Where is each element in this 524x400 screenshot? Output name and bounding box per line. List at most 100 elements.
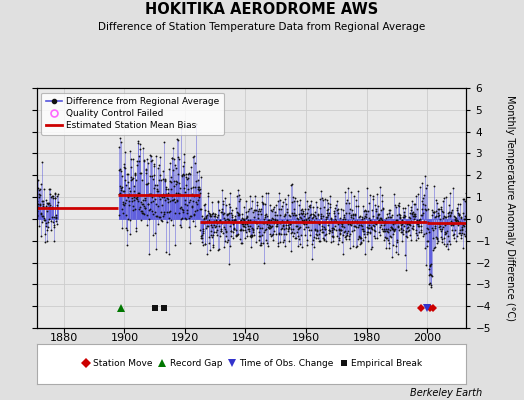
Point bbox=[303, 224, 312, 230]
Point bbox=[424, 205, 432, 212]
Point bbox=[386, 227, 395, 233]
Point bbox=[368, 219, 376, 225]
Point bbox=[285, 237, 293, 244]
Point bbox=[191, 192, 200, 198]
Point bbox=[283, 192, 292, 198]
Point bbox=[289, 194, 297, 200]
Point bbox=[173, 190, 182, 196]
Point bbox=[279, 198, 287, 205]
Point bbox=[266, 202, 275, 208]
Point bbox=[136, 146, 144, 152]
Point bbox=[117, 168, 125, 174]
Point bbox=[349, 212, 357, 218]
Point bbox=[326, 214, 335, 221]
Point bbox=[414, 221, 422, 228]
Point bbox=[281, 243, 289, 250]
Point bbox=[427, 272, 435, 278]
Point bbox=[324, 200, 332, 206]
Point bbox=[294, 226, 303, 232]
Point bbox=[357, 235, 366, 241]
Point bbox=[134, 206, 143, 212]
Point bbox=[454, 210, 463, 216]
Point bbox=[269, 230, 278, 237]
Point bbox=[309, 243, 318, 250]
Point bbox=[460, 195, 468, 202]
Point bbox=[421, 185, 430, 191]
Point bbox=[305, 202, 314, 209]
Point bbox=[298, 210, 307, 217]
Point bbox=[418, 198, 427, 204]
Point bbox=[134, 139, 142, 146]
Point bbox=[126, 148, 135, 154]
Point bbox=[303, 198, 311, 204]
Point bbox=[321, 226, 329, 232]
Point bbox=[270, 219, 279, 226]
Point bbox=[160, 197, 169, 203]
Point bbox=[457, 214, 465, 221]
Point bbox=[140, 194, 149, 201]
Point bbox=[305, 214, 313, 220]
Point bbox=[219, 198, 227, 204]
Point bbox=[271, 216, 279, 223]
Point bbox=[135, 153, 143, 159]
Point bbox=[177, 124, 185, 131]
Point bbox=[210, 222, 218, 228]
Point bbox=[134, 190, 142, 196]
Point bbox=[187, 213, 195, 220]
Point bbox=[261, 212, 269, 218]
Point bbox=[340, 212, 348, 218]
Point bbox=[291, 234, 300, 241]
Point bbox=[321, 232, 329, 238]
Point bbox=[401, 252, 409, 258]
Point bbox=[151, 213, 160, 219]
Point bbox=[258, 232, 266, 238]
Point bbox=[198, 235, 206, 241]
Point bbox=[192, 121, 200, 128]
Point bbox=[429, 246, 438, 253]
Point bbox=[38, 219, 47, 226]
Point bbox=[160, 194, 168, 200]
Text: 1940: 1940 bbox=[231, 333, 259, 343]
Point bbox=[186, 197, 194, 203]
Point bbox=[341, 228, 350, 234]
Point bbox=[436, 227, 445, 234]
Point bbox=[222, 229, 230, 236]
Point bbox=[51, 190, 60, 197]
Point bbox=[322, 214, 331, 220]
Point bbox=[121, 200, 129, 206]
Point bbox=[158, 201, 166, 208]
Point bbox=[233, 232, 242, 238]
Point bbox=[316, 227, 324, 233]
Point bbox=[219, 211, 227, 217]
Point bbox=[368, 226, 377, 232]
Point bbox=[148, 173, 156, 179]
Point bbox=[238, 214, 246, 221]
Point bbox=[398, 217, 406, 224]
Point bbox=[43, 218, 52, 225]
Point bbox=[330, 218, 338, 224]
Point bbox=[214, 246, 222, 253]
Point bbox=[183, 202, 191, 208]
Point bbox=[180, 159, 189, 165]
Point bbox=[272, 231, 281, 237]
Point bbox=[133, 162, 141, 168]
Point bbox=[141, 205, 149, 211]
Point bbox=[169, 196, 178, 203]
Point bbox=[282, 201, 290, 207]
Point bbox=[252, 206, 260, 213]
Point bbox=[431, 234, 440, 240]
Point bbox=[333, 207, 342, 214]
Point bbox=[252, 220, 260, 226]
Point bbox=[414, 223, 423, 230]
Point bbox=[117, 184, 126, 191]
Point bbox=[232, 226, 241, 233]
Point bbox=[363, 185, 372, 191]
Point bbox=[433, 210, 442, 217]
Point bbox=[135, 141, 144, 148]
Point bbox=[319, 228, 328, 235]
Point bbox=[49, 193, 57, 199]
Point bbox=[302, 224, 311, 230]
Point bbox=[271, 212, 279, 218]
Point bbox=[305, 204, 314, 210]
Point bbox=[249, 218, 258, 224]
